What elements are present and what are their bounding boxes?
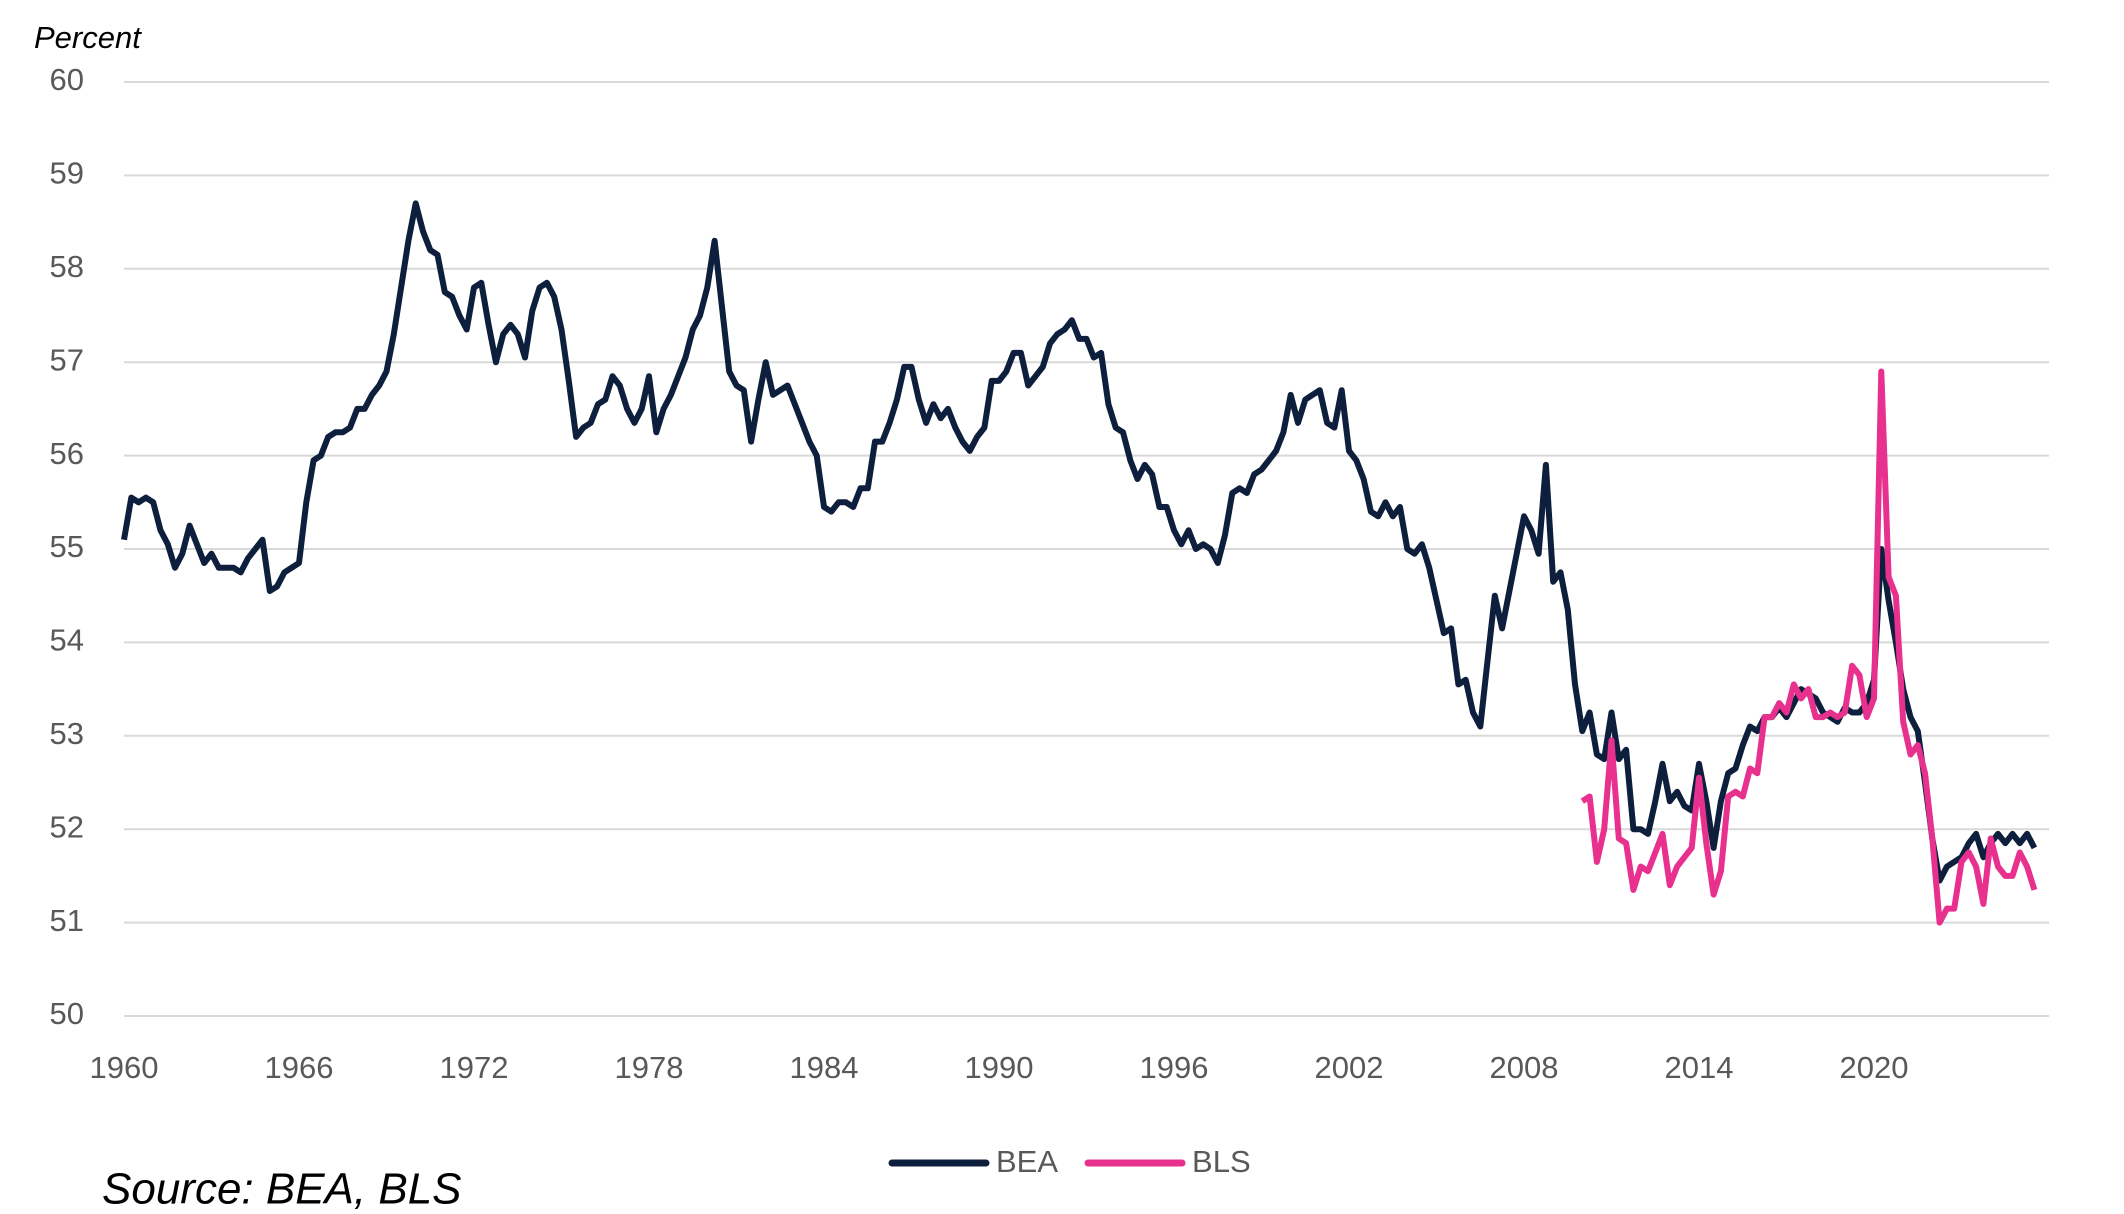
x-tick-label: 1990 bbox=[965, 1050, 1034, 1085]
x-tick-label: 1960 bbox=[90, 1050, 159, 1085]
x-tick-label: 2008 bbox=[1490, 1050, 1559, 1085]
y-tick-label: 57 bbox=[50, 342, 84, 377]
x-tick-label: 2020 bbox=[1840, 1050, 1909, 1085]
x-tick-label: 2014 bbox=[1665, 1050, 1734, 1085]
y-axis-label: Percent bbox=[34, 20, 142, 55]
y-tick-label: 54 bbox=[50, 623, 84, 658]
y-tick-label: 51 bbox=[50, 903, 84, 938]
x-tick-label: 2002 bbox=[1315, 1050, 1384, 1085]
legend-label: BEA bbox=[996, 1144, 1058, 1179]
y-tick-label: 56 bbox=[50, 436, 84, 471]
y-tick-label: 59 bbox=[50, 156, 84, 191]
legend-label: BLS bbox=[1192, 1144, 1251, 1179]
series-line bbox=[1580, 368, 2038, 926]
x-tick-label: 1984 bbox=[790, 1050, 859, 1085]
y-tick-label: 60 bbox=[50, 62, 84, 97]
x-tick-label: 1996 bbox=[1140, 1050, 1209, 1085]
y-tick-label: 53 bbox=[50, 716, 84, 751]
y-tick-label: 55 bbox=[50, 529, 84, 564]
source: Source: BEA, BLS bbox=[102, 1165, 462, 1214]
y-tick-label: 50 bbox=[50, 996, 84, 1031]
y-tick-label: 58 bbox=[50, 249, 84, 284]
x-tick-label: 1978 bbox=[615, 1050, 684, 1085]
y-tick-label: 52 bbox=[50, 809, 84, 844]
x-tick-label: 1972 bbox=[440, 1050, 509, 1085]
x-tick-label: 1966 bbox=[265, 1050, 334, 1085]
series-line bbox=[121, 200, 2038, 884]
